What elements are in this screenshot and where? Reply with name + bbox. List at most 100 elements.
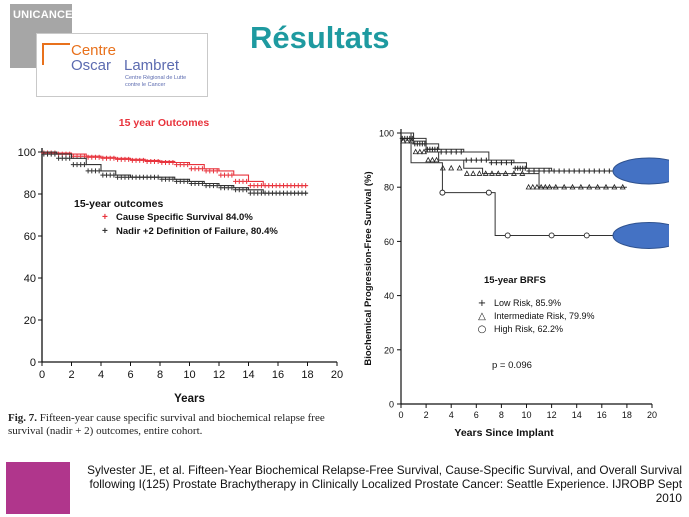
censor-mark [594, 183, 601, 190]
y-tick-label: 60 [24, 231, 36, 243]
censor-mark [525, 183, 532, 190]
x-tick-label: 14 [242, 369, 254, 381]
x-tick-label: 20 [331, 369, 343, 381]
p-value-annotation: p = 0.096 [492, 360, 532, 371]
censor-mark [601, 168, 607, 174]
censor-mark [495, 170, 502, 176]
censor-mark [126, 156, 132, 162]
censor-mark [488, 160, 494, 166]
x-tick-label: 18 [301, 369, 313, 381]
censor-mark [412, 148, 419, 155]
logo-lambret: Lambret [124, 57, 180, 74]
legend-label: Nadir +2 Definition of Failure, 80.4% [116, 226, 278, 237]
censor-mark [214, 183, 220, 189]
page-title: Résultats [250, 20, 390, 55]
censor-mark [596, 168, 602, 174]
citation-reference: Sylvester JE, et al. Fifteen-Year Bioche… [87, 463, 682, 505]
censor-mark [96, 154, 102, 160]
legend-marker: + [102, 226, 108, 237]
censor-mark [404, 137, 411, 144]
censor-mark [502, 170, 509, 176]
censor-mark [503, 160, 509, 166]
censor-mark [473, 157, 479, 163]
x-tick-label: 12 [547, 410, 557, 420]
censor-mark [468, 157, 474, 163]
censor-mark [529, 183, 536, 190]
censor-mark [244, 187, 250, 193]
censor-mark [504, 232, 511, 239]
logo-centre: Centre [71, 42, 117, 59]
unicancer-logo-text: UNICANCER [13, 9, 81, 21]
censor-mark [546, 168, 552, 174]
legend-label: High Risk, 62.2% [494, 324, 563, 334]
series-line [401, 132, 627, 172]
censor-mark [571, 168, 577, 174]
logo-sub-line1: Centre Régional de Lutte [125, 75, 187, 81]
logo-oscar: Oscar [71, 57, 112, 74]
censor-mark [421, 148, 427, 155]
censor-mark [140, 157, 146, 163]
x-tick-label: 8 [157, 369, 163, 381]
series-1 [399, 132, 627, 174]
censor-mark [561, 168, 567, 174]
censor-mark [489, 170, 495, 176]
highlight-ellipse-high-risk [612, 221, 669, 249]
censor-mark [199, 166, 205, 172]
censor-mark [483, 157, 489, 163]
censor-mark [433, 156, 440, 163]
legend-label: Cause Specific Survival 84.0% [116, 212, 253, 223]
censor-mark [485, 189, 492, 196]
x-tick-label: 12 [213, 369, 225, 381]
series-3 [401, 132, 627, 239]
censor-mark [519, 170, 526, 176]
figure-label: Fig. 7. [8, 412, 38, 424]
censor-mark [603, 183, 609, 190]
censor-mark [111, 172, 117, 178]
x-tick-label: 10 [521, 410, 531, 420]
figure-caption: Fig. 7. Fifteen-year cause specific surv… [8, 412, 353, 438]
y-tick-label: 0 [389, 400, 394, 410]
censor-mark [586, 168, 592, 174]
legend-title: 15-year BRFS [484, 275, 546, 286]
x-tick-label: 16 [597, 410, 607, 420]
censor-mark [111, 155, 117, 161]
censor-mark [561, 183, 568, 190]
legend-title: 15-year outcomes [74, 198, 163, 210]
censor-mark [493, 160, 499, 166]
y-tick-label: 60 [384, 237, 394, 247]
censor-mark [199, 181, 205, 186]
censor-mark [400, 137, 407, 144]
censor-mark [303, 183, 309, 189]
censor-mark [81, 162, 87, 168]
legend-marker: + [102, 212, 108, 223]
series-line [42, 151, 308, 187]
logo-subtitle: Centre Régional de Lutte contre le Cance… [125, 75, 205, 88]
censor-mark [463, 170, 470, 176]
y-tick-label: 40 [384, 291, 394, 301]
censor-mark [229, 172, 235, 178]
censor-mark [453, 149, 459, 155]
series-line [401, 132, 627, 236]
x-tick-label: 16 [272, 369, 284, 381]
censor-mark [448, 149, 454, 155]
censor-mark [531, 168, 537, 174]
censor-mark [476, 170, 483, 176]
censor-mark [170, 160, 176, 165]
legend-label: Low Risk, 85.9% [494, 298, 561, 308]
censor-mark [586, 183, 593, 190]
censor-mark [67, 155, 73, 161]
censor-mark [581, 168, 587, 174]
x-axis-label: Years Since Implant [454, 427, 554, 439]
y-tick-label: 80 [384, 183, 394, 193]
censor-mark [185, 162, 191, 168]
censor-mark [185, 178, 191, 184]
censor-mark [538, 183, 545, 190]
x-tick-label: 6 [474, 410, 479, 420]
censor-mark [416, 148, 423, 155]
censor-mark [214, 168, 220, 174]
series-line [42, 151, 308, 194]
censor-mark [434, 146, 440, 152]
censor-mark [611, 183, 618, 190]
highlight-ellipse-low-risk [612, 157, 669, 185]
censor-mark [448, 164, 455, 171]
